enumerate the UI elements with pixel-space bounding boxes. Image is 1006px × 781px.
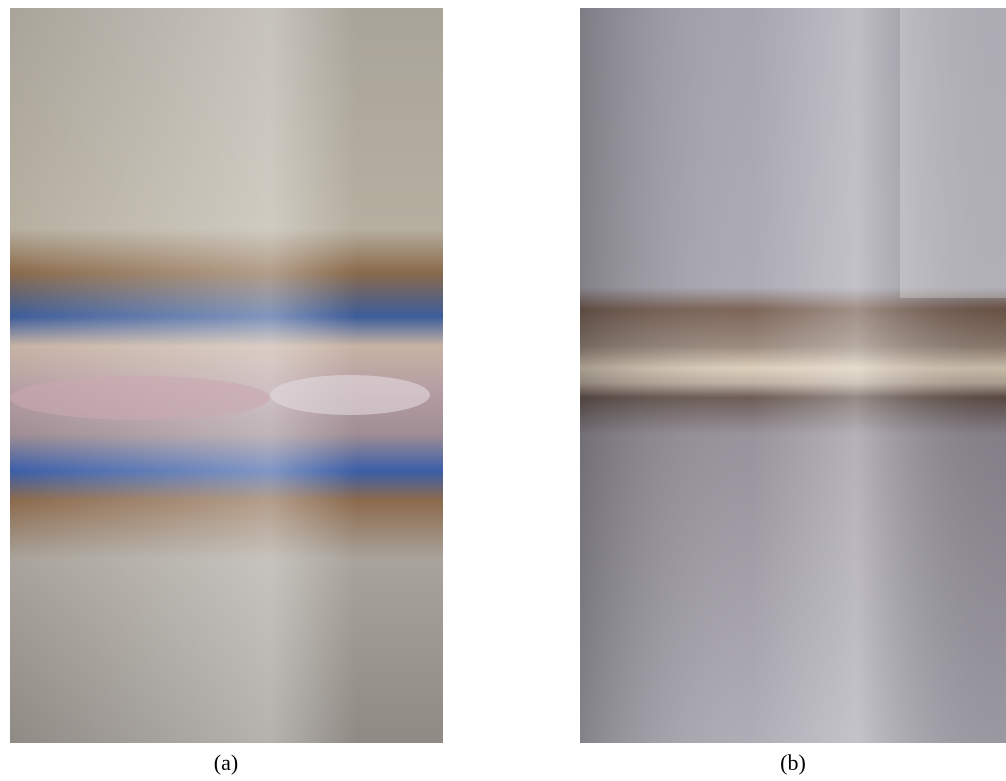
- figure: (a) (b): [0, 0, 1006, 781]
- photo-a: [10, 8, 443, 743]
- caption: (b): [780, 750, 806, 775]
- caption: (a): [214, 750, 238, 775]
- photo-b: [580, 8, 1006, 743]
